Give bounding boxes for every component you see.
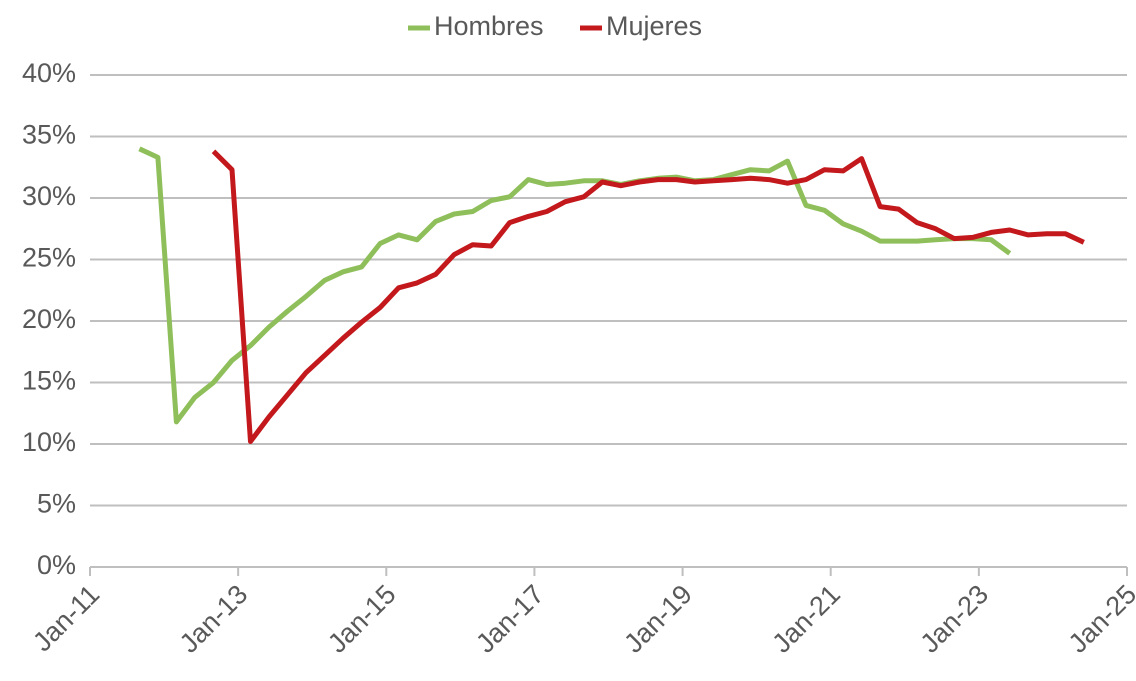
x-tick-label: Jan-25 (1063, 579, 1136, 659)
legend-label: Mujeres (606, 11, 702, 41)
x-tick-label: Jan-23 (915, 579, 995, 659)
y-tick-label: 35% (22, 120, 76, 150)
y-tick-label: 15% (22, 366, 76, 396)
x-tick-label: Jan-11 (27, 579, 105, 657)
x-tick-label: Jan-17 (470, 579, 550, 659)
x-tick-label: Jan-19 (618, 579, 698, 659)
y-tick-label: 20% (22, 304, 76, 334)
series-line (138, 146, 1012, 425)
y-tick-label: 5% (37, 489, 76, 519)
y-tick-label: 25% (22, 243, 76, 273)
series-line (211, 149, 1085, 444)
y-tick-label: 30% (22, 181, 76, 211)
y-tick-label: 0% (37, 550, 76, 580)
x-tick-label: Jan-13 (174, 579, 254, 659)
y-tick-label: 10% (22, 427, 76, 457)
x-tick-label: Jan-15 (322, 579, 402, 659)
y-tick-label: 40% (22, 58, 76, 88)
legend-label: Hombres (434, 11, 544, 41)
x-tick-label: Jan-21 (766, 579, 846, 659)
